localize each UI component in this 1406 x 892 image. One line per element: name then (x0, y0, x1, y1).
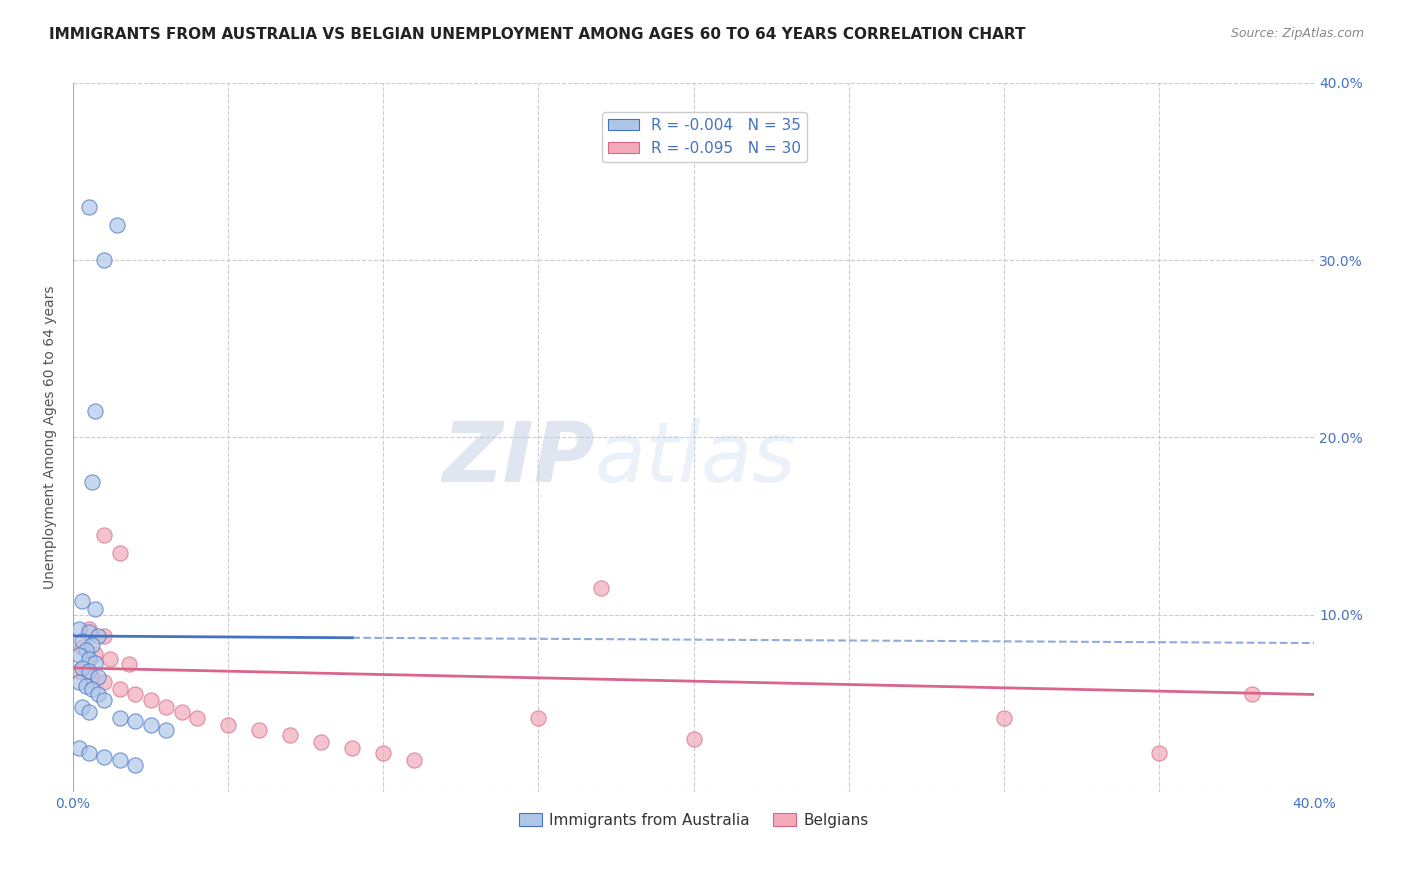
Point (83, 602, 105, 616)
Point (108, 546, 131, 560)
Text: Source: ZipAtlas.com: Source: ZipAtlas.com (1230, 27, 1364, 40)
Point (80, 682, 103, 697)
Point (124, 688, 146, 702)
Point (139, 717, 162, 731)
Point (80, 475, 103, 489)
Point (72, 661, 94, 675)
Point (77, 622, 100, 636)
Point (124, 714, 146, 728)
Point (93, 675, 115, 690)
Text: IMMIGRANTS FROM AUSTRALIA VS BELGIAN UNEMPLOYMENT AMONG AGES 60 TO 64 YEARS CORR: IMMIGRANTS FROM AUSTRALIA VS BELGIAN UNE… (49, 27, 1026, 42)
Point (72, 634, 94, 648)
Point (80, 638, 103, 652)
Point (93, 749, 115, 764)
Point (217, 717, 239, 731)
Point (72, 640, 94, 654)
Point (105, 218, 128, 232)
Point (108, 682, 131, 697)
Point (67, 648, 90, 663)
Point (72, 593, 94, 607)
Point (124, 758, 146, 772)
Point (139, 693, 162, 707)
Point (108, 753, 131, 767)
Point (87, 629, 110, 643)
Point (93, 629, 115, 643)
Y-axis label: Unemployment Among Ages 60 to 64 years: Unemployment Among Ages 60 to 64 years (44, 285, 58, 590)
Point (83, 656, 105, 670)
Point (67, 665, 90, 679)
Legend: Immigrants from Australia, Belgians: Immigrants from Australia, Belgians (513, 806, 875, 834)
Point (72, 699, 94, 714)
Point (98, 652, 121, 666)
Point (93, 693, 115, 707)
Point (67, 675, 90, 690)
Point (77, 625, 100, 640)
Point (83, 647, 105, 661)
Point (77, 746, 100, 760)
Point (75, 643, 97, 657)
Text: atlas: atlas (595, 418, 796, 500)
Point (67, 740, 90, 755)
Point (278, 728, 301, 742)
Point (77, 705, 100, 719)
Point (1241, 688, 1264, 702)
Point (247, 723, 270, 737)
Point (67, 622, 90, 636)
Text: ZIP: ZIP (441, 418, 595, 500)
Point (311, 735, 333, 749)
Point (155, 699, 177, 714)
Point (527, 710, 550, 724)
Point (87, 688, 110, 702)
Point (80, 670, 103, 684)
Point (77, 652, 100, 666)
Point (342, 740, 364, 755)
Point (77, 200, 100, 214)
Point (404, 753, 426, 767)
Point (186, 710, 208, 724)
Point (682, 731, 704, 746)
Point (75, 679, 97, 693)
Point (108, 710, 131, 724)
Point (87, 670, 110, 684)
Point (373, 746, 395, 760)
Point (77, 665, 100, 679)
Point (93, 528, 115, 542)
Point (1147, 746, 1170, 760)
Point (993, 710, 1015, 724)
Point (170, 705, 193, 719)
Point (589, 581, 612, 595)
Point (83, 404, 105, 418)
Point (118, 657, 141, 672)
Point (93, 253, 115, 268)
Point (155, 723, 177, 737)
